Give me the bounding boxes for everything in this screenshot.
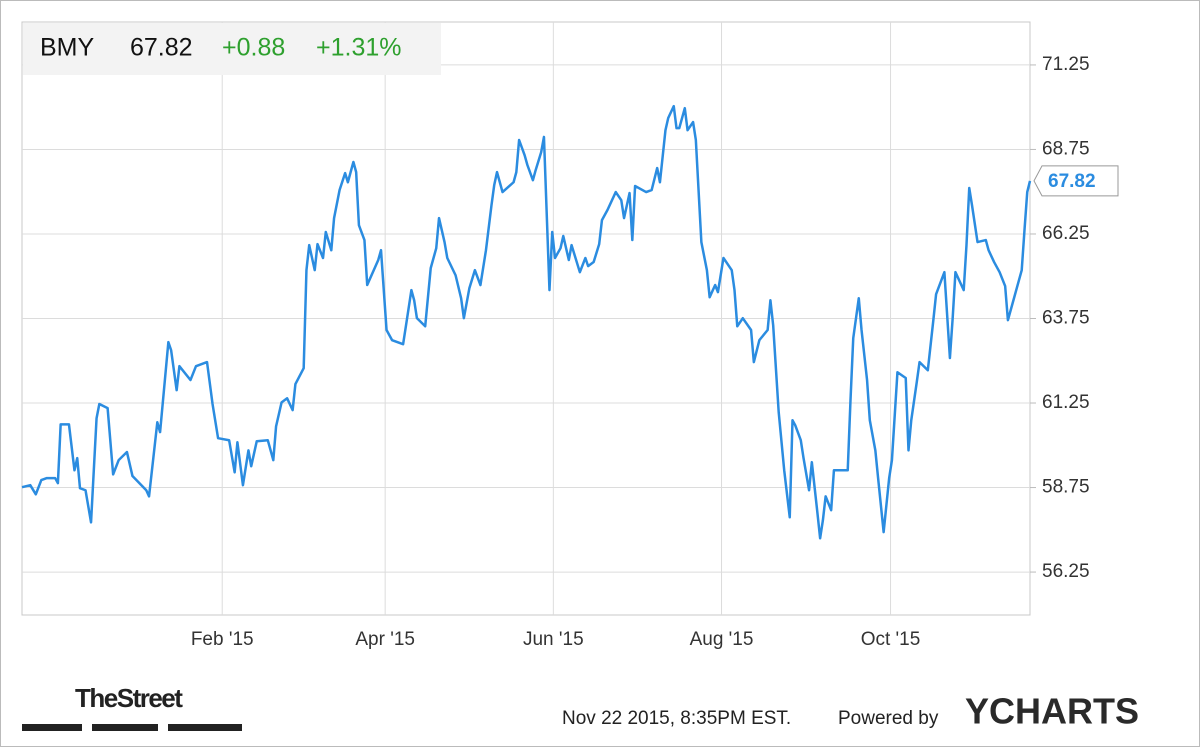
timestamp: Nov 22 2015, 8:35PM EST. — [562, 708, 791, 729]
y-tick-label: 71.25 — [1042, 54, 1090, 75]
logo-bar — [22, 724, 82, 731]
last-value-label: 67.82 — [1048, 171, 1096, 192]
ticker: BMY — [40, 34, 95, 62]
last-value-flag — [1033, 165, 1119, 197]
change: +0.88 — [222, 34, 285, 62]
x-tick-label: Apr '15 — [355, 629, 415, 650]
y-tick-label: 58.75 — [1042, 477, 1090, 498]
quote-box — [23, 23, 441, 75]
y-tick-label: 61.25 — [1042, 392, 1090, 413]
marks — [21, 104, 1032, 540]
x-tick-label: Jun '15 — [523, 629, 584, 650]
logo-bar — [168, 724, 242, 731]
y-tick-label: 56.25 — [1042, 561, 1090, 582]
source-logo: TheStreet — [75, 683, 183, 713]
price-line — [21, 104, 1032, 540]
x-tick-label: Oct '15 — [861, 629, 921, 650]
grid — [22, 22, 1036, 615]
y-tick-label: 63.75 — [1042, 308, 1090, 329]
y-tick-label: 68.75 — [1042, 138, 1090, 159]
change-pct: +1.31% — [316, 34, 402, 62]
x-tick-label: Aug '15 — [690, 629, 754, 650]
x-tick-label: Feb '15 — [191, 629, 254, 650]
powered-by: Powered by — [838, 708, 939, 729]
brand-logo: YCHARTS — [965, 691, 1139, 732]
logo-bar — [92, 724, 158, 731]
price: 67.82 — [130, 34, 193, 62]
y-tick-label: 66.25 — [1042, 223, 1090, 244]
